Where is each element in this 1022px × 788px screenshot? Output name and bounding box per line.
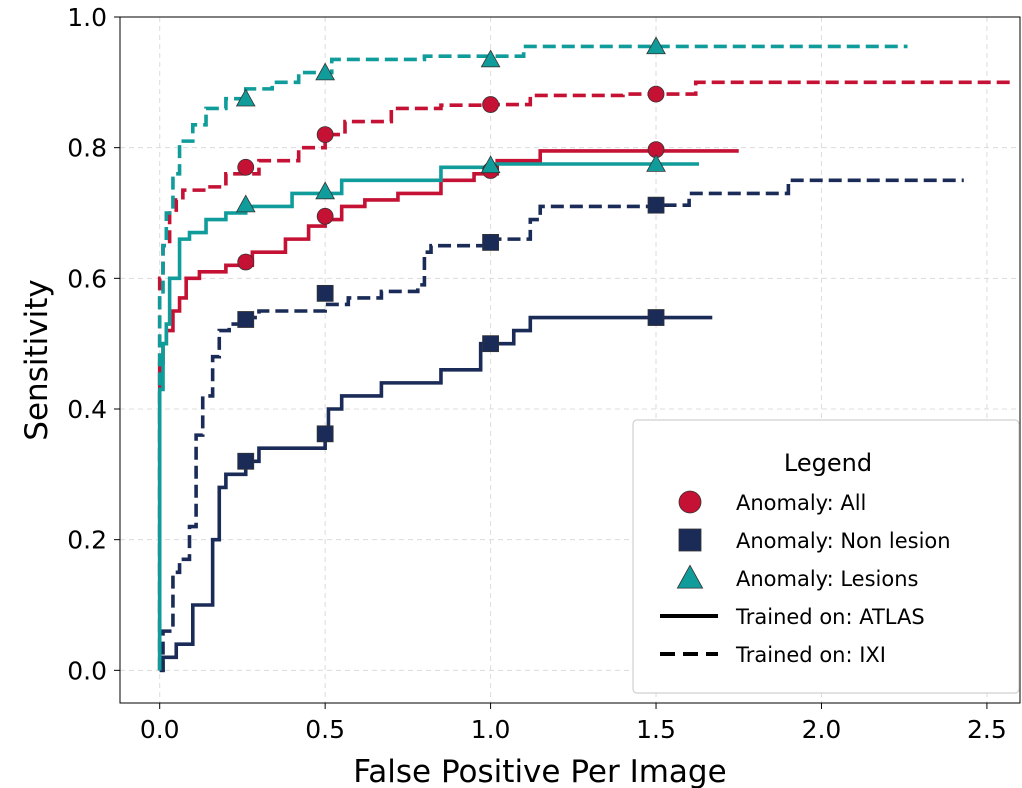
legend-label-1: Anomaly: Non lesion xyxy=(736,529,951,553)
y-tick-label: 0.8 xyxy=(67,134,107,163)
x-tick-label: 1.0 xyxy=(471,715,511,744)
series-line-2 xyxy=(159,315,713,673)
data-point-3-3 xyxy=(647,196,665,214)
legend-marker-2 xyxy=(676,564,704,589)
data-point-1-3 xyxy=(647,85,665,103)
data-point-2-1 xyxy=(316,425,334,443)
data-point-3-2 xyxy=(482,233,499,251)
legend-title: Legend xyxy=(784,449,872,477)
data-point-5-2 xyxy=(480,49,501,68)
legend-marker-0 xyxy=(678,490,702,514)
legend-label-2: Anomaly: Lesions xyxy=(736,567,918,591)
y-axis: 0.0 0.2 0.4 0.6 0.8 1.0 xyxy=(67,3,120,685)
x-tick-label: 0.0 xyxy=(140,715,180,744)
data-point-5-3 xyxy=(646,36,666,55)
y-axis-label: Sensitivity xyxy=(19,279,55,440)
x-axis-label: False Positive Per Image xyxy=(353,754,726,788)
legend-marker-1 xyxy=(678,528,702,552)
legend-label-3: Trained on: ATLAS xyxy=(735,605,925,629)
data-point-5-0 xyxy=(235,88,256,107)
marker-layer xyxy=(235,36,666,470)
data-point-1-1 xyxy=(316,126,334,144)
x-tick-label: 2.5 xyxy=(967,715,1007,744)
legend-box xyxy=(632,419,1020,694)
data-point-4-2 xyxy=(480,155,501,174)
legend-label-0: Anomaly: All xyxy=(736,491,866,515)
series-line-5 xyxy=(157,44,908,671)
y-tick-label: 0.2 xyxy=(67,526,107,555)
x-tick-label: 0.5 xyxy=(305,715,345,744)
series-line-4 xyxy=(157,162,700,671)
x-axis: 0.0 0.5 1.0 1.5 2.0 2.5 xyxy=(140,703,1007,744)
data-point-1-0 xyxy=(237,158,255,176)
data-point-4-3 xyxy=(646,153,666,172)
data-point-2-3 xyxy=(647,309,665,326)
series-line-0 xyxy=(157,149,739,671)
data-point-4-1 xyxy=(315,181,336,200)
y-tick-label: 1.0 xyxy=(67,3,107,32)
y-tick-label: 0.0 xyxy=(67,656,107,685)
series-layer xyxy=(157,44,1014,673)
legend-label-4: Trained on: IXI xyxy=(735,643,886,667)
y-tick-label: 0.4 xyxy=(67,395,107,424)
series-line-1 xyxy=(157,80,1014,671)
y-tick-label: 0.6 xyxy=(67,264,107,293)
series-line-3 xyxy=(159,178,964,673)
data-point-2-2 xyxy=(482,335,499,353)
data-point-2-0 xyxy=(237,452,255,470)
x-tick-label: 1.5 xyxy=(636,715,676,744)
data-point-4-0 xyxy=(235,194,256,213)
data-point-1-2 xyxy=(482,96,499,113)
plot-frame xyxy=(119,16,1021,704)
data-point-0-0 xyxy=(237,253,255,271)
data-point-0-1 xyxy=(316,207,334,225)
data-point-3-1 xyxy=(316,284,334,302)
legend-entries: Anomaly: All Anomaly: Non lesion Anomaly: … xyxy=(660,490,951,667)
data-point-5-1 xyxy=(315,62,336,81)
x-tick-label: 2.0 xyxy=(802,715,842,744)
data-point-3-0 xyxy=(237,311,255,328)
